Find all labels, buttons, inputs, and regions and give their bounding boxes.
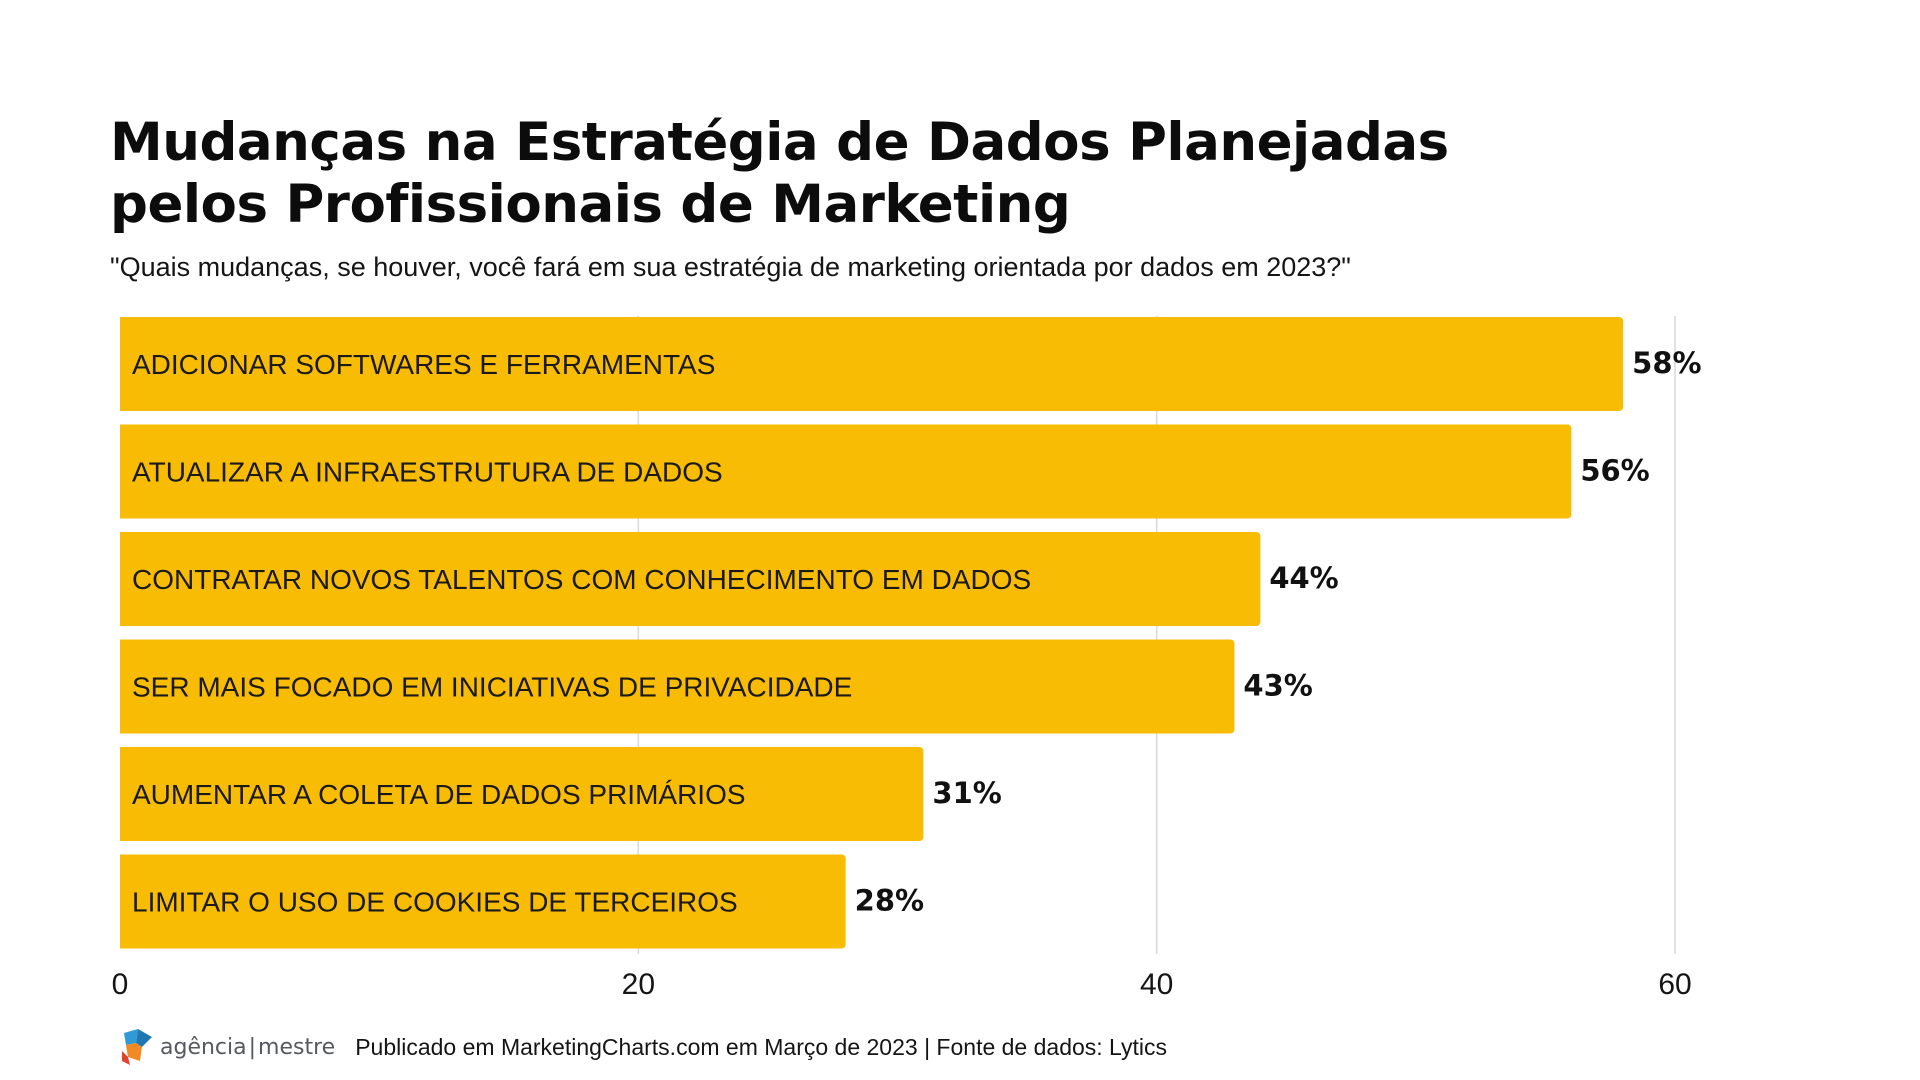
value-label-2: 56% [1580, 454, 1649, 488]
bar-edge-6 [120, 854, 128, 949]
logo-separator: | [248, 1034, 257, 1060]
category-label-1: ADICIONAR SOFTWARES E FERRAMENTAS [132, 349, 715, 380]
chart-subtitle: "Quais mudanças, se houver, você fará em… [110, 252, 1351, 282]
bar-3 [120, 532, 1261, 626]
bar-edge-3 [120, 532, 128, 626]
value-label-5: 31% [932, 776, 1001, 810]
value-label-4: 43% [1243, 669, 1312, 703]
bar-edge-1 [120, 317, 128, 411]
bar-6 [120, 854, 846, 949]
category-label-6: LIMITAR O USO DE COOKIES DE TERCEIROS [132, 887, 738, 918]
logo-wordmark: agência|mestre [160, 1035, 335, 1060]
bar-edge-5 [120, 747, 128, 841]
footer: agência|mestre Publicado em MarketingCha… [120, 1024, 1167, 1070]
bar-edge-4 [120, 639, 128, 734]
chart-title-line-1: Mudanças na Estratégia de Dados Planejad… [110, 112, 1449, 173]
category-label-2: ATUALIZAR A INFRAESTRUTURA DE DADOS [132, 457, 723, 488]
gridlines [637, 316, 1676, 954]
category-label-5: AUMENTAR A COLETA DE DADOS PRIMÁRIOS [132, 779, 746, 810]
chart-title-line-2: pelos Profissionais de Marketing [110, 174, 1071, 235]
bar-5 [120, 747, 924, 841]
chart-title: Mudanças na Estratégia de Dados Planejad… [110, 112, 1610, 236]
x-tick-label-40: 40 [1140, 968, 1173, 1001]
bar-edge-2 [120, 424, 128, 519]
source-note: Publicado em MarketingCharts.com em Març… [355, 1033, 1167, 1060]
logo-mark-icon [122, 1029, 152, 1065]
x-axis-ticks: 0 20 40 60 [112, 968, 1692, 1001]
x-tick-label-0: 0 [112, 968, 129, 1001]
bar-2 [120, 424, 1572, 519]
agencia-mestre-logo: agência|mestre [120, 1027, 335, 1067]
bar-4 [120, 639, 1235, 734]
x-tick-label-60: 60 [1658, 968, 1691, 1001]
x-tick-label-20: 20 [622, 968, 655, 1001]
logo-text-agencia: agência [160, 1034, 247, 1060]
value-label-3: 44% [1269, 561, 1338, 595]
category-label-4: SER MAIS FOCADO EM INICIATIVAS DE PRIVAC… [132, 672, 852, 703]
value-label-1: 58% [1632, 346, 1701, 380]
value-label-6: 28% [855, 884, 924, 918]
bar-1 [120, 317, 1624, 411]
logo-text-mestre: mestre [258, 1034, 336, 1060]
bars: ADICIONAR SOFTWARES E FERRAMENTAS 58% ATUA… [120, 317, 1702, 949]
category-label-3: CONTRATAR NOVOS TALENTOS COM CONHECIMENT… [132, 564, 1031, 595]
